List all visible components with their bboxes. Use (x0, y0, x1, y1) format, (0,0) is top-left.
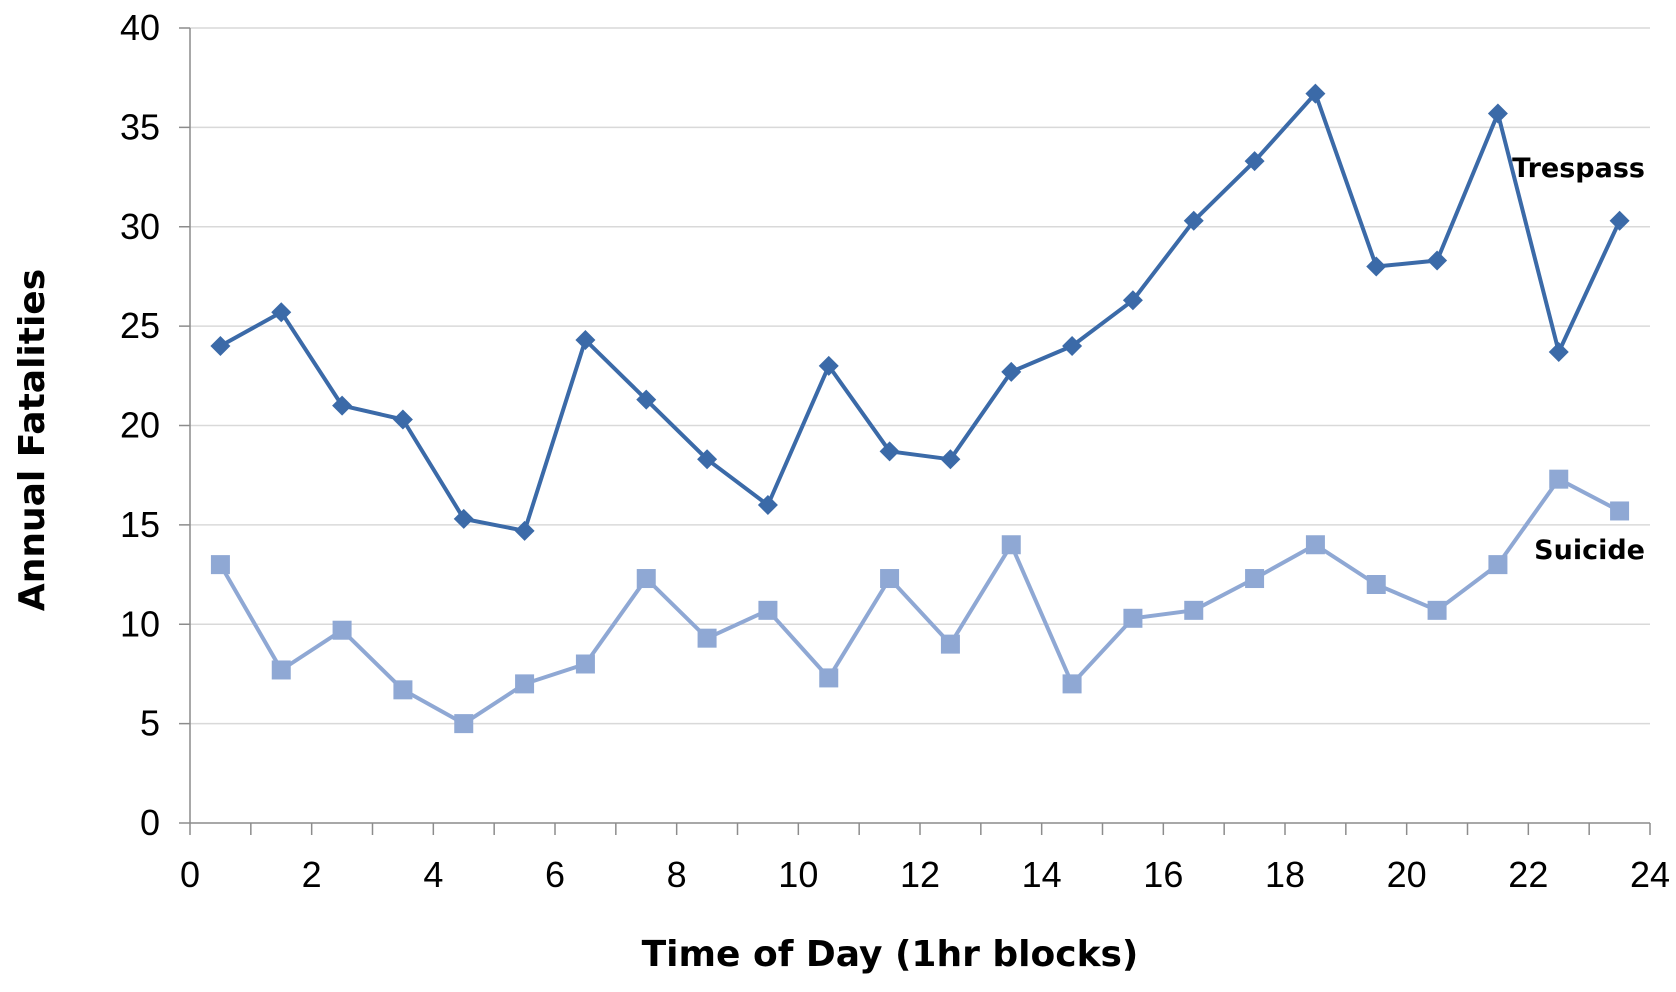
trespass-series-line (220, 94, 1619, 531)
trespass-data-point (1549, 342, 1569, 362)
suicide-data-point (637, 569, 656, 588)
y-tick-label: 20 (120, 405, 160, 446)
suicide-series-label: Suicide (1534, 535, 1645, 566)
x-tick-label: 14 (1022, 854, 1062, 895)
y-tick-label: 0 (140, 802, 160, 843)
suicide-data-point (211, 555, 230, 574)
y-axis-title: Annual Fatalities (12, 269, 53, 611)
suicide-data-point (758, 601, 777, 620)
suicide-data-point (1063, 674, 1082, 693)
series-group (210, 84, 1629, 734)
trespass-data-point (1488, 103, 1508, 123)
trespass-data-point (393, 410, 413, 430)
y-tick-label: 30 (120, 206, 160, 247)
suicide-data-point (1002, 535, 1021, 554)
suicide-data-point (393, 680, 412, 699)
y-tick-label: 5 (140, 703, 160, 744)
suicide-data-point (576, 655, 595, 674)
x-tick-label: 2 (302, 854, 322, 895)
suicide-data-point (698, 629, 717, 648)
axes (179, 28, 1650, 835)
trespass-data-point (332, 396, 352, 416)
y-tick-label: 25 (120, 305, 160, 346)
suicide-data-point (1610, 501, 1629, 520)
suicide-data-point (941, 635, 960, 654)
suicide-data-point (333, 621, 352, 640)
suicide-data-point (272, 660, 291, 679)
suicide-data-point (1367, 575, 1386, 594)
x-tick-label: 22 (1508, 854, 1548, 895)
x-tick-label: 16 (1143, 854, 1183, 895)
y-tick-label: 10 (120, 603, 160, 644)
suicide-data-point (880, 569, 899, 588)
suicide-data-point (1488, 555, 1507, 574)
suicide-data-point (819, 668, 838, 687)
x-axis-title: Time of Day (1hr blocks) (642, 934, 1139, 975)
suicide-data-point (1123, 609, 1142, 628)
suicide-data-point (515, 674, 534, 693)
y-tick-label: 40 (120, 7, 160, 48)
trespass-data-point (1610, 211, 1630, 231)
trespass-data-point (210, 336, 230, 356)
x-tick-label: 12 (900, 854, 940, 895)
x-tick-label: 4 (423, 854, 443, 895)
x-tick-label: 8 (667, 854, 687, 895)
trespass-data-point (1427, 251, 1447, 271)
suicide-data-point (1184, 601, 1203, 620)
trespass-data-point (1366, 257, 1386, 277)
suicide-series-line (220, 479, 1619, 723)
suicide-data-point (1428, 601, 1447, 620)
trespass-series-label: Trespass (1512, 153, 1645, 184)
suicide-data-point (1245, 569, 1264, 588)
x-tick-label: 20 (1387, 854, 1427, 895)
x-tick-label: 24 (1630, 854, 1670, 895)
trespass-data-point (454, 509, 474, 529)
x-tick-label: 0 (180, 854, 200, 895)
x-tick-label: 18 (1265, 854, 1305, 895)
suicide-data-point (1549, 470, 1568, 489)
suicide-data-point (454, 714, 473, 733)
y-tick-label: 15 (120, 504, 160, 545)
x-tick-label: 10 (778, 854, 818, 895)
trespass-data-point (515, 521, 535, 541)
x-tick-label: 6 (545, 854, 565, 895)
suicide-data-point (1306, 535, 1325, 554)
y-tick-label: 35 (120, 106, 160, 147)
